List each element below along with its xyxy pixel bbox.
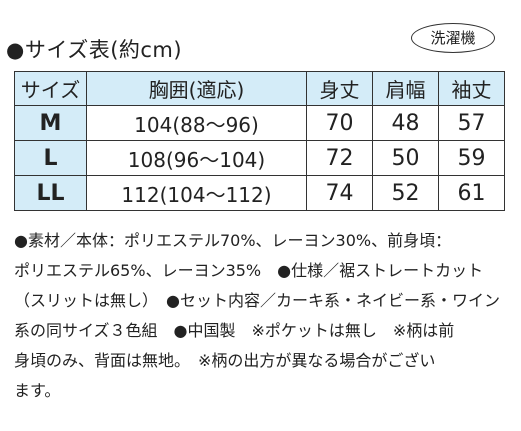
header-sleeve: 袖丈 (438, 71, 505, 106)
header-size: サイズ (14, 71, 87, 106)
shoulder-cell: 50 (372, 140, 439, 176)
chest-cell: 104(88～96) (86, 105, 307, 141)
note-line: ●素材／本体：ポリエステル70%、レーヨン30%、前身頃： (14, 231, 452, 250)
note-line: 系の同サイズ３色組 ●中国製 ※ポケットは無し ※柄は前 (14, 321, 455, 340)
length-cell: 70 (306, 105, 373, 141)
sleeve-cell: 61 (438, 175, 505, 211)
shoulder-cell: 52 (372, 175, 439, 211)
size-cell: M (14, 105, 87, 141)
chest-cell: 108(96～104) (86, 140, 307, 176)
size-cell: L (14, 140, 87, 176)
size-chart-title: ●サイズ表(約cm) (6, 38, 183, 62)
sleeve-cell: 59 (438, 140, 505, 176)
header-shoulder: 肩幅 (372, 71, 439, 106)
sleeve-cell: 57 (438, 105, 505, 141)
header-length: 身丈 (306, 71, 373, 106)
note-line: ポリエステル65%、レーヨン35% ●仕様／裾ストレートカット (14, 261, 484, 280)
size-table: サイズ 胸囲(適応) 身丈 肩幅 袖丈 M 104(88～96) 70 48 5… (14, 71, 505, 211)
table-row: L 108(96～104) 72 50 59 (14, 140, 505, 176)
washing-machine-badge: 洗濯機 (411, 23, 495, 53)
length-cell: 74 (306, 175, 373, 211)
note-line: （スリットは無し） ●セット内容／カーキ系・ネイビー系・ワイン (14, 291, 500, 310)
note-line: ます。 (14, 381, 61, 400)
header-chest: 胸囲(適応) (86, 71, 307, 106)
table-row: M 104(88～96) 70 48 57 (14, 105, 505, 141)
size-cell: LL (14, 175, 87, 211)
shoulder-cell: 48 (372, 105, 439, 141)
table-header-row: サイズ 胸囲(適応) 身丈 肩幅 袖丈 (14, 71, 505, 106)
chest-cell: 112(104～112) (86, 175, 307, 211)
table-row: LL 112(104～112) 74 52 61 (14, 175, 505, 211)
note-line: 身頃のみ、背面は無地。 ※柄の出方が異なる場合がござい (14, 351, 436, 370)
length-cell: 72 (306, 140, 373, 176)
product-notes: ●素材／本体：ポリエステル70%、レーヨン30%、前身頃： ポリエステル65%、… (14, 226, 509, 406)
